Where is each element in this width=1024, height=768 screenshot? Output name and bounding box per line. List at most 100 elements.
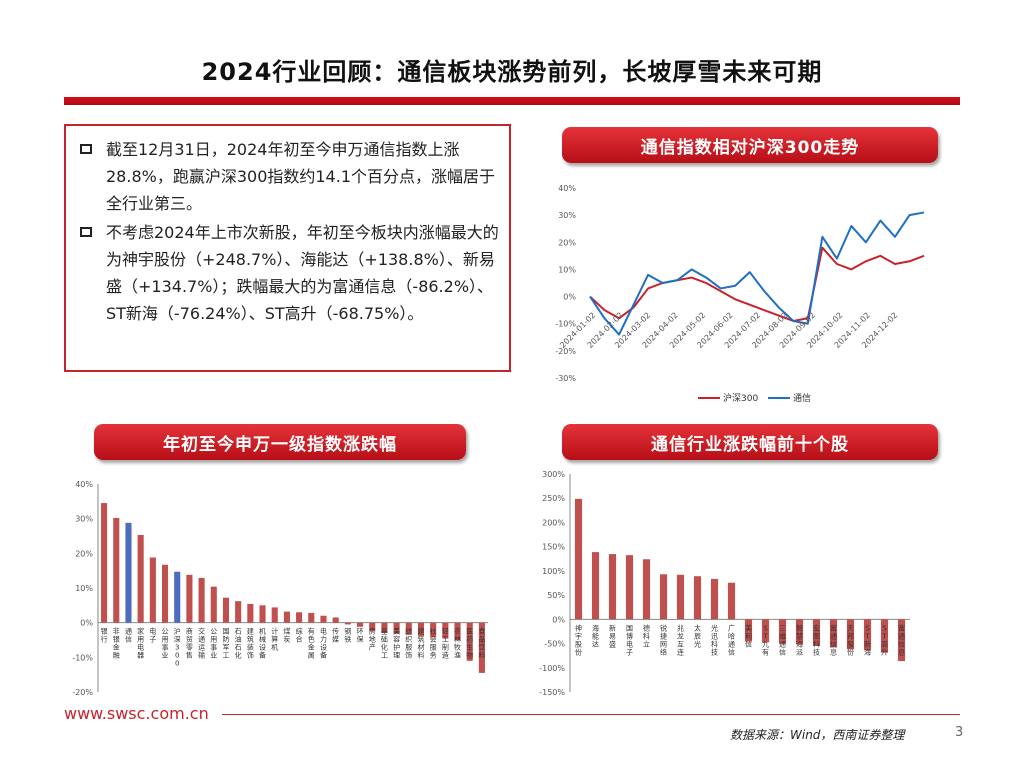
category-char: 石 [235,644,242,652]
bar-基础化工 [381,622,388,634]
x-category-label: 钢铁 [344,627,351,644]
category-char: 国 [222,628,229,636]
category-char: 电 [149,627,156,636]
y-tick-label: 100% [542,567,565,576]
category-char: 贸 [186,635,193,644]
category-char: 设 [259,643,266,652]
bar-交通运输 [198,577,205,623]
bar-建筑材料 [417,622,425,636]
category-char: 美 [393,627,400,636]
bar-德科立 [642,559,651,620]
x-category-label: 广哈通信 [728,623,735,656]
bar-煤炭 [283,611,290,623]
category-char: 会 [430,635,437,644]
bar-房地产 [369,622,376,632]
category-char: 龙 [677,631,684,640]
bar-公用事业 [210,586,217,623]
x-category-label: 银行 [101,627,108,644]
category-char: 络 [660,647,667,656]
x-category-label: 综合 [296,627,303,644]
y-tick-label: 300% [542,470,565,479]
category-char: T [881,632,887,640]
bar-食品饮料 [478,622,485,673]
series-line-通信 [589,211,925,336]
category-char: 辰 [694,632,701,640]
category-char: 份 [575,647,582,656]
category-char: 制 [442,643,449,652]
y-tick-label: 200% [542,518,565,527]
x-category-label: 机械设备 [259,627,266,660]
category-char: 饮 [478,643,485,652]
industry-chart-title: 年初至今申万一级指数涨跌幅 [94,424,466,460]
category-char: 德 [643,623,650,632]
category-char: 派 [796,648,803,656]
y-tick-label: 20% [558,238,576,247]
category-char: 股 [575,640,582,648]
category-char: 零 [186,644,193,652]
category-char: 用 [162,636,169,644]
x-category-label: 光迅科技 [711,623,718,656]
trend-chart: 40% 30% 20% 10% 0% -10% -20% -30% 2024-01-02 2024… [548,176,944,410]
x-category-label: 新易盛 [609,623,616,648]
category-char: 业 [210,651,217,660]
bar-轻工制造 [442,622,449,639]
x-category-label: 智慧海派 [796,623,803,656]
x-category-label: S T 高升 [881,624,888,656]
website-url[interactable]: www.swsc.com.cn [64,704,209,723]
category-char: 装 [247,643,254,652]
category-char: 品 [478,636,485,644]
industry-chart-svg: 40%30%20%10%0%-10%-20%银行非银金融通信家用电器电子公用事业… [72,480,488,697]
x-category-label: 国博电子 [626,624,633,656]
x-category-label: 公用事业 [162,628,169,660]
category-char: 地 [369,635,376,644]
category-char: 综 [296,627,303,636]
category-char: 机 [259,627,266,636]
bullet-item: 不考虑2024年上市次新股，年初至今板块内涨幅最大的为神宇股份（+248.7%）… [78,219,499,327]
category-char: 公 [210,628,217,636]
category-char: 筑 [417,635,424,644]
category-char: 林 [454,635,461,644]
top10-chart-title: 通信行业涨跌幅前十个股 [562,424,938,460]
trend-chart-title: 通信指数相对沪深300走势 [562,127,938,163]
y-tick-label: -20% [555,347,576,356]
bar-广哈通信 [727,582,736,620]
bar-兆龙互连 [676,574,685,620]
category-char: 环 [357,628,364,636]
x-category-label: 太辰光 [694,623,701,648]
x-category-label: 美容护理 [393,627,400,660]
bar-农林牧渔 [454,622,461,641]
category-char: 牧 [454,643,461,652]
category-char: 媒 [332,635,339,644]
category-char: 容 [393,635,400,644]
category-char: T [864,632,870,640]
category-char: 富 [830,623,837,632]
category-char: 连 [677,647,684,656]
y-tick-label: 0% [80,619,93,628]
y-tick-label: 10% [75,584,93,593]
category-char: 材 [417,643,424,652]
bar-天邦股份 [846,619,855,650]
bar-社会服务 [430,622,437,638]
category-char: 传 [332,627,339,636]
category-char: 渔 [454,651,461,660]
bar-锐捷网络 [659,574,668,620]
category-char: 用 [210,636,217,644]
category-char: 备 [320,651,327,660]
category-char: 交 [198,627,205,636]
category-char: 房 [369,627,376,636]
category-char: 九 [762,639,769,648]
x-category-label: 建筑装饰 [247,627,254,660]
title-divider [64,97,960,105]
x-category-label: 富通信息 [898,623,905,656]
category-char: 科 [711,639,718,648]
category-char: 输 [198,651,205,660]
category-char: 富 [898,623,905,632]
category-char: 银 [101,627,108,636]
page-number: 3 [955,725,964,740]
x-category-label: 美利信 [745,623,752,648]
category-char: 保 [357,635,364,644]
category-char: 3 [175,644,179,652]
data-source-note: 数据来源：Wind，西南证券整理 [730,728,905,742]
x-category-label: S T 新海 [864,624,871,656]
bullet-text: 截至12月31日，2024年初至今申万通信指数上涨28.8%，跑赢沪深300指数… [106,140,495,213]
